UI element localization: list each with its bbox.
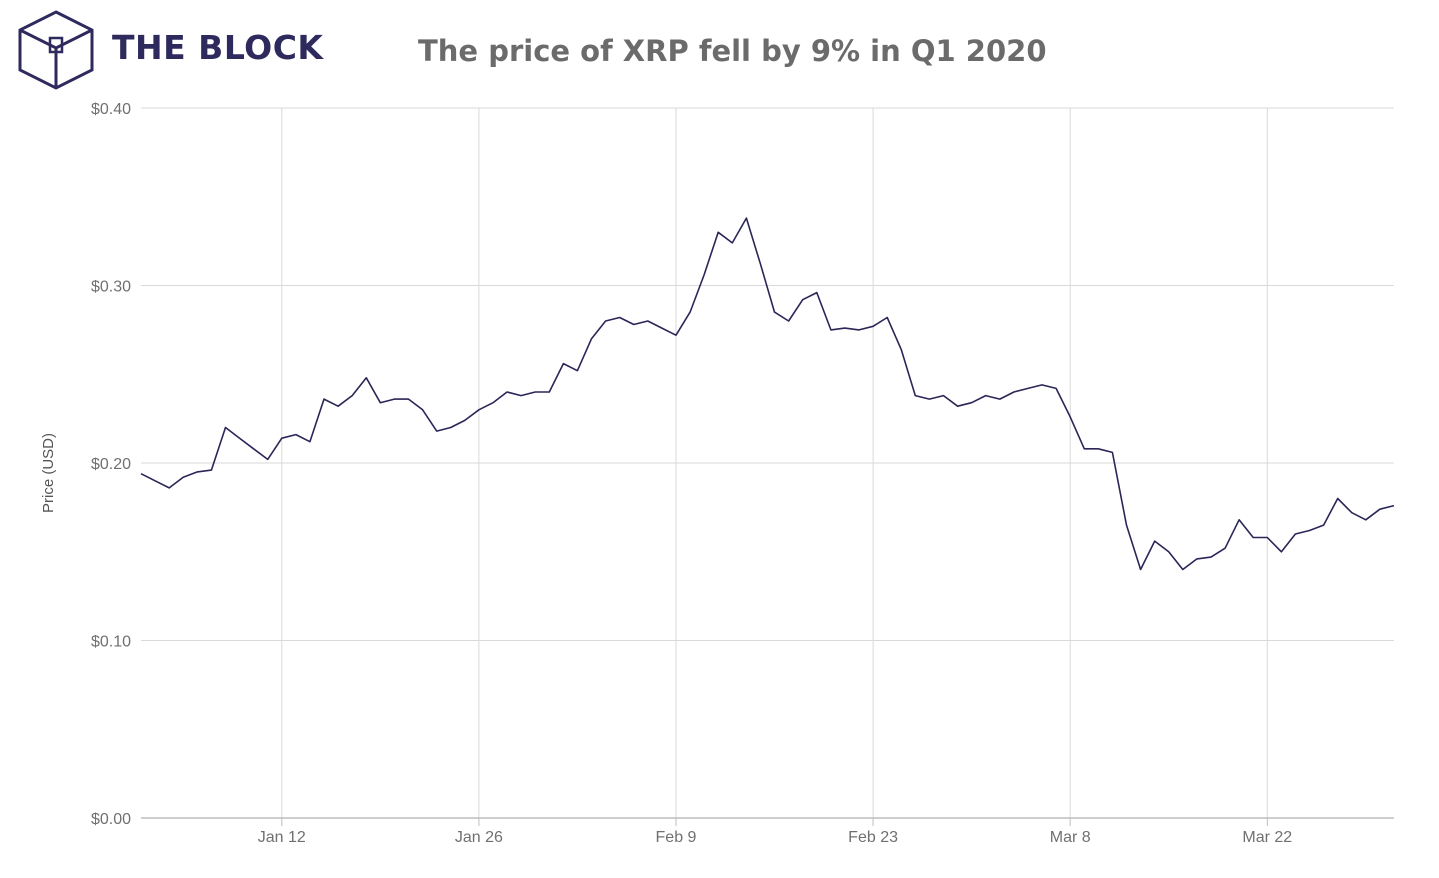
price-series-line [140,217,1395,571]
x-tick-label: Mar 8 [1050,829,1091,846]
series-layer [140,217,1395,571]
x-tick-label: Feb 9 [656,829,697,846]
x-tick-label: Feb 23 [848,829,898,846]
axis-layer: $0.00 $0.10 $0.20 $0.30 $0.40 Jan 12 Jan 26 Feb… [91,101,1394,846]
y-tick-label: $0.20 [91,456,131,473]
x-tick-label: Jan 12 [258,829,306,846]
y-tick-label: $0.00 [91,811,131,828]
brand-name: THE BLOCK [112,28,324,67]
y-tick-label: $0.10 [91,634,131,651]
y-axis-label: Price (USD) [40,433,57,513]
y-tick-label: $0.30 [91,279,131,296]
grid-layer [141,107,1394,819]
x-tick-label: Jan 26 [455,829,503,846]
chart-title: The price of XRP fell by 9% in Q1 2020 [418,34,1047,68]
x-tick-label: Mar 22 [1242,829,1292,846]
y-tick-label: $0.40 [91,101,131,118]
cube-logo-icon [18,10,94,90]
